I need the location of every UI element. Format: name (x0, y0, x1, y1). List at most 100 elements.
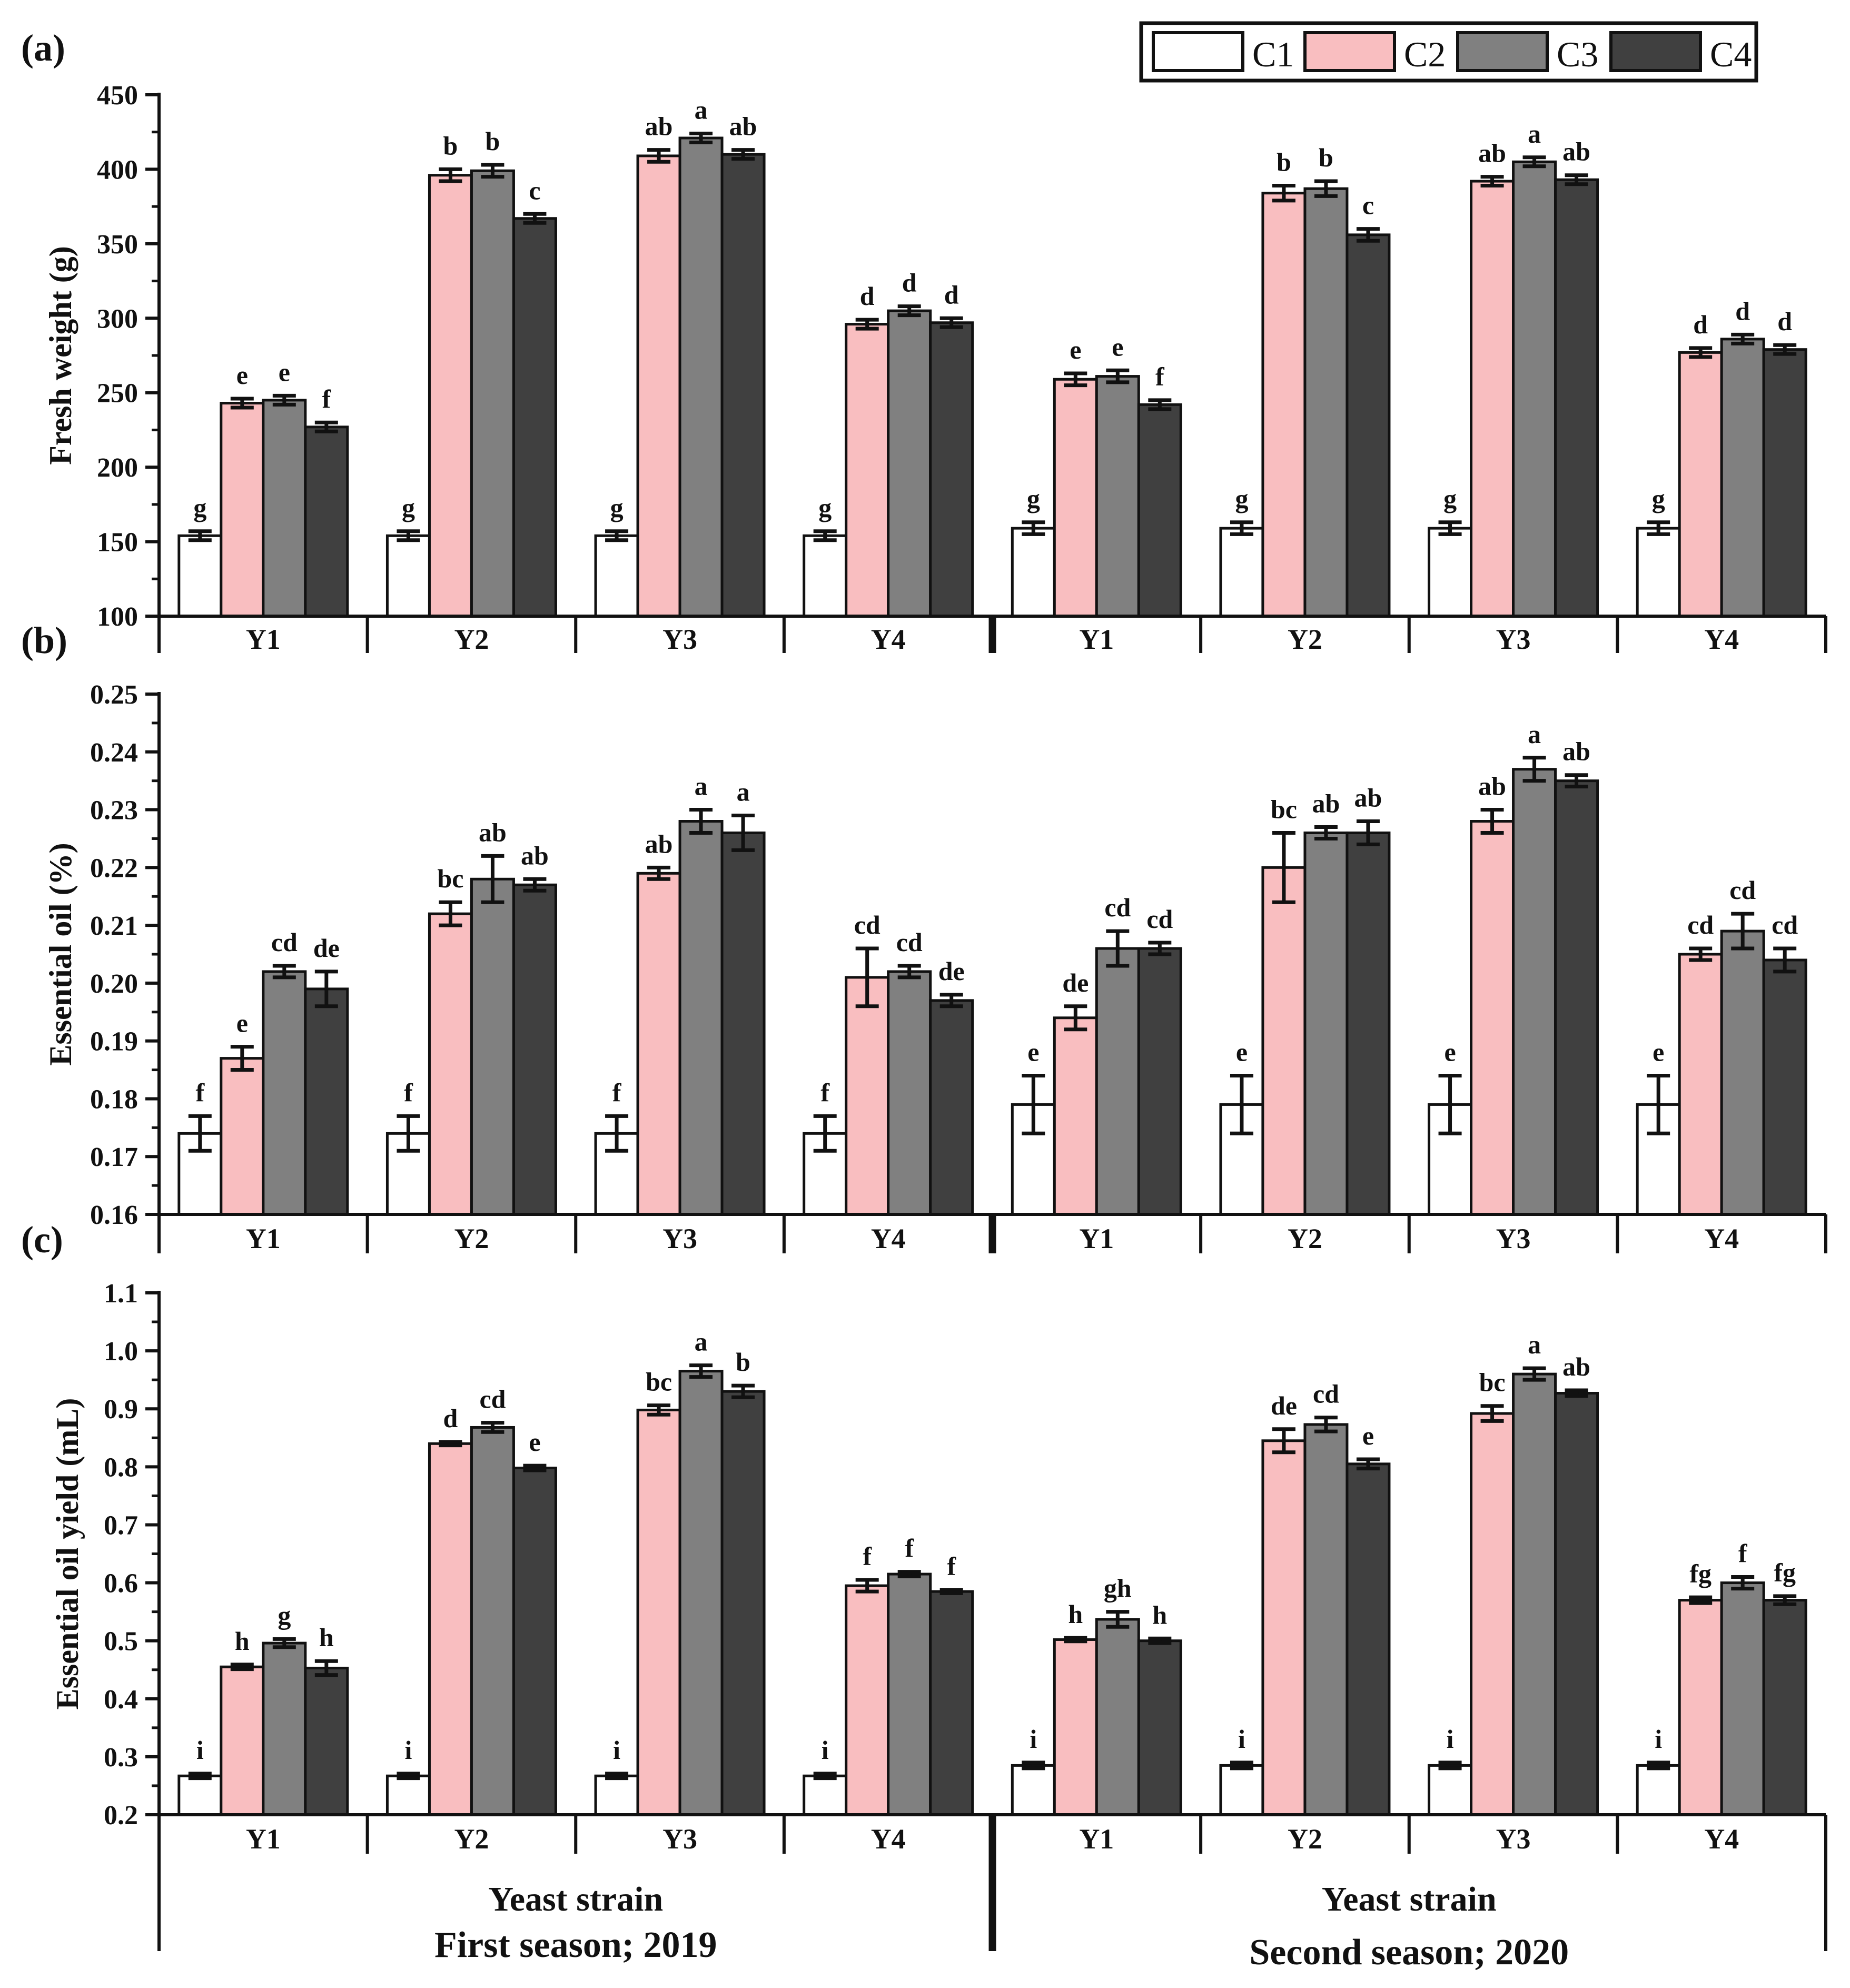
bar-c3-2 (470, 1426, 515, 1816)
error-bar (272, 964, 296, 980)
error-bar (1647, 1760, 1670, 1771)
error-bar (397, 1114, 420, 1153)
error-bar (439, 1440, 462, 1448)
bar-c2-4 (845, 323, 890, 618)
significance-letter: ab (645, 829, 673, 858)
bar-c4-7 (1554, 1391, 1599, 1816)
bar-c3-8 (1720, 338, 1765, 618)
legend-label-c3: C3 (1557, 34, 1598, 74)
panel-label: (b) (21, 619, 67, 661)
bar-c4-3 (720, 1390, 766, 1816)
error-bar (1356, 819, 1380, 846)
legend-swatch-c1 (1152, 31, 1244, 72)
significance-letter: f (612, 1077, 622, 1107)
error-bar (188, 1114, 212, 1153)
error-bar (523, 1463, 547, 1472)
error-bar (689, 1363, 713, 1379)
bar-c3-3 (678, 820, 724, 1216)
significance-letter: g (278, 1600, 291, 1630)
error-bar (1272, 1427, 1295, 1455)
bar-c1-6 (1219, 1764, 1264, 1816)
x-category-label: Y1 (246, 624, 281, 655)
error-bar (1647, 1074, 1670, 1135)
error-bar (1230, 520, 1253, 536)
bar-c1-8 (1636, 1764, 1681, 1816)
y-tick-label: 450 (97, 81, 138, 111)
significance-letter: a (695, 1327, 708, 1357)
error-bar (1022, 1074, 1045, 1135)
error-bar (1480, 808, 1504, 835)
bar-c1-5 (1011, 527, 1056, 618)
x-category-label: Y3 (1496, 1223, 1531, 1254)
error-bar (1356, 227, 1380, 243)
significance-letter: f (905, 1534, 914, 1563)
bar-c2-2 (428, 1442, 473, 1816)
error-bar (1148, 1636, 1172, 1645)
bar-c2-2 (428, 174, 473, 618)
bar-c2-5 (1053, 378, 1098, 618)
bar-c2-3 (636, 872, 681, 1216)
bar-c4-5 (1137, 1639, 1182, 1816)
bar-c2-5 (1053, 1638, 1098, 1816)
y-tick-label: 0.8 (104, 1452, 138, 1482)
x-category-label: Y3 (662, 1223, 697, 1254)
bar-c1-4 (803, 534, 848, 618)
bar-c2-6 (1261, 192, 1307, 618)
significance-letter: de (1271, 1391, 1297, 1420)
legend-label-c4: C4 (1710, 34, 1752, 74)
significance-letter: a (737, 777, 750, 807)
error-bar (813, 1114, 837, 1153)
y-tick-label: 0.23 (90, 796, 138, 826)
x-category-label: Y4 (871, 1223, 906, 1254)
error-bar (1731, 332, 1755, 345)
bar-c2-4 (845, 976, 890, 1216)
error-bar (1314, 179, 1338, 198)
error-bar (1106, 368, 1130, 384)
significance-letter: e (529, 1427, 540, 1457)
x-category-label: Y1 (246, 1823, 281, 1855)
error-bar (939, 993, 963, 1008)
error-bar (855, 318, 879, 331)
bar-c3-2 (470, 169, 515, 618)
x-category-label: Y4 (871, 1823, 906, 1855)
bar-c1-7 (1428, 1764, 1473, 1816)
significance-letter: c (529, 175, 540, 205)
y-tick-label: 0.16 (90, 1200, 138, 1230)
error-bar (1522, 1366, 1546, 1382)
bar-c2-6 (1261, 866, 1307, 1216)
significance-letter: i (1030, 1724, 1037, 1754)
bar-c4-3 (720, 831, 766, 1216)
y-tick-label: 0.19 (90, 1027, 138, 1057)
significance-letter: cd (1772, 910, 1798, 939)
error-bar (1480, 1404, 1504, 1423)
significance-letter: i (613, 1735, 620, 1765)
significance-letter: cd (854, 910, 881, 939)
bar-c3-3 (678, 136, 724, 618)
error-bar (523, 877, 547, 893)
x-axis-title-second: Yeast strain (1322, 1880, 1497, 1918)
bar-c1-2 (385, 534, 431, 618)
error-bar (314, 970, 338, 1008)
bar-c4-8 (1762, 958, 1807, 1216)
significance-letter: ab (1478, 139, 1506, 168)
bar-c4-2 (512, 217, 557, 618)
significance-letter: cd (1729, 875, 1756, 905)
bar-c3-4 (887, 1572, 932, 1816)
significance-letter: bc (1479, 1368, 1506, 1397)
significance-letter: f (947, 1551, 956, 1581)
error-bar (897, 304, 921, 318)
error-bar (439, 167, 462, 183)
error-bar (272, 1637, 296, 1649)
error-bar (397, 529, 420, 542)
significance-letter: fg (1774, 1558, 1796, 1587)
error-bar (647, 865, 671, 881)
x-category-label: Y3 (662, 624, 697, 655)
y-tick-label: 0.18 (90, 1084, 138, 1114)
bar-c4-4 (929, 321, 974, 618)
significance-letter: e (1444, 1037, 1456, 1067)
error-bar (314, 1659, 338, 1677)
bar-c4-1 (304, 426, 349, 618)
bar-c2-8 (1678, 953, 1723, 1216)
x-category-label: Y4 (871, 624, 906, 655)
